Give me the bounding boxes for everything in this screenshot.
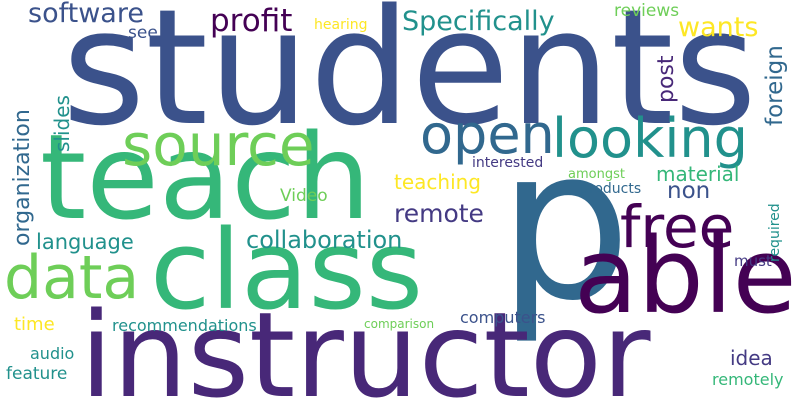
word-idea: idea <box>730 346 773 370</box>
word-material: material <box>656 162 740 186</box>
word-students: students <box>62 0 757 161</box>
word-audio: audio <box>30 344 75 363</box>
word-teaching: teaching <box>394 170 482 194</box>
word-slides: slides <box>50 95 74 152</box>
word-teach: teach <box>40 108 371 246</box>
word-must: must <box>734 252 772 270</box>
word-hearing: hearing <box>314 17 368 33</box>
word-post: post <box>654 55 679 103</box>
word-video: Video <box>280 186 328 206</box>
word-time: time <box>14 314 55 335</box>
word-instructor: instructor <box>80 286 651 400</box>
word-collaboration: collaboration <box>246 226 403 254</box>
word-data: data <box>4 243 140 313</box>
word-source: source <box>122 111 315 179</box>
word-software: software <box>28 0 144 29</box>
word-looking: looking <box>552 107 748 170</box>
word-able: able <box>574 215 797 337</box>
word-computers: computers <box>460 308 546 327</box>
word-feature: feature <box>6 364 68 384</box>
word-amongst: amongst <box>568 167 625 182</box>
word-profit: profit <box>210 3 293 39</box>
word-specifically: Specifically <box>402 6 555 37</box>
word-comparison: comparison <box>364 317 435 331</box>
word-products: products <box>580 181 642 197</box>
word-reviews: reviews <box>614 1 680 21</box>
word-organization: organization <box>10 109 35 246</box>
word-interested: interested <box>472 155 544 171</box>
word-p: p <box>498 102 632 347</box>
word-remote: remote <box>394 199 484 228</box>
word-remotely: remotely <box>712 370 784 389</box>
word-open: open <box>420 103 555 166</box>
word-free: free <box>620 193 735 261</box>
word-recommendations: recommendations <box>112 316 257 335</box>
word-class: class <box>150 206 424 334</box>
word-non: non <box>667 178 711 204</box>
word-wants: wants <box>678 12 759 43</box>
word-see: see <box>128 23 158 43</box>
word-foreign: foreign <box>762 45 788 126</box>
word-language: language <box>36 230 134 254</box>
